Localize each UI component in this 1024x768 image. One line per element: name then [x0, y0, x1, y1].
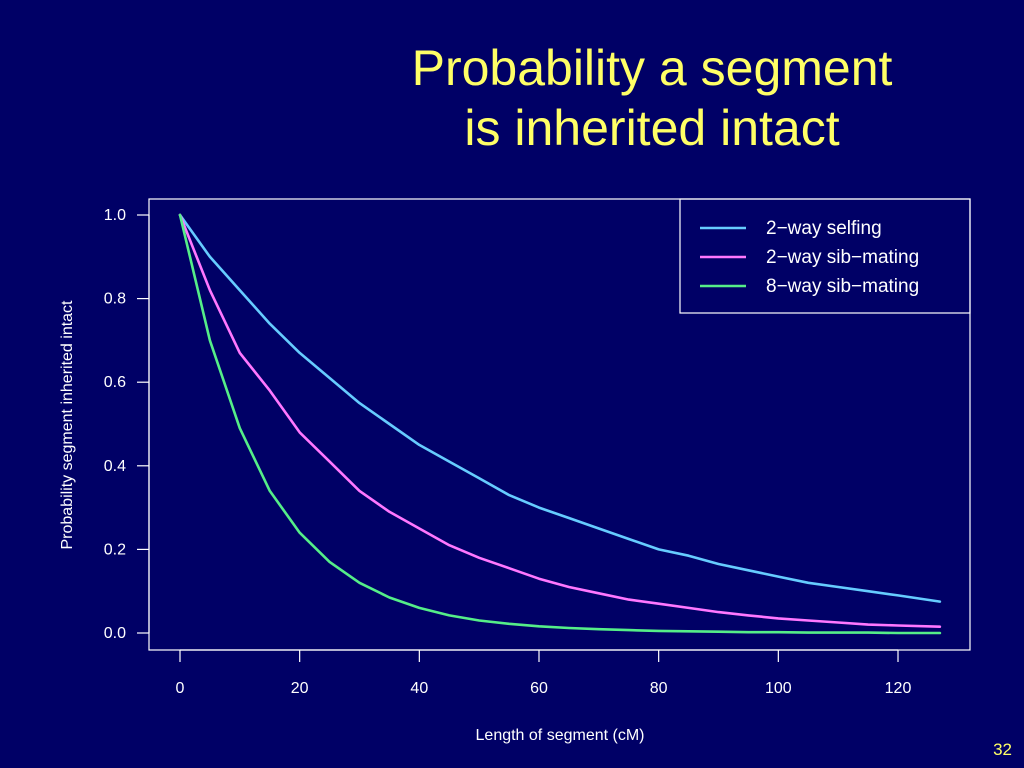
legend-item: 2−way sib−mating — [700, 247, 919, 268]
x-tick-label: 120 — [885, 680, 912, 697]
y-tick-label: 1.0 — [104, 207, 126, 224]
legend: 2−way selfing 2−way sib−mating 8−way sib−m… — [679, 198, 971, 314]
y-axis-label: Probability segment inherited intact — [59, 300, 76, 550]
x-tick-label: 0 — [176, 680, 185, 697]
series-line-2 — [178, 213, 942, 629]
y-tick-label: 0.2 — [104, 541, 126, 558]
legend-label: 8−way sib−mating — [766, 276, 919, 297]
x-tick-label: 100 — [765, 680, 792, 697]
legend-label: 2−way selfing — [766, 218, 882, 239]
legend-label: 2−way sib−mating — [766, 247, 919, 268]
slide-number: 32 — [993, 740, 1012, 759]
slide-title-line-1: Probability a segment — [411, 40, 893, 96]
y-tick-label: 0.8 — [104, 291, 126, 308]
x-tick-label: 60 — [530, 680, 548, 697]
y-axis: 0.0 0.2 0.4 0.6 0.8 1.0 — [104, 207, 150, 642]
x-tick-label: 80 — [650, 680, 668, 697]
y-tick-label: 0.4 — [104, 458, 126, 475]
legend-item: 8−way sib−mating — [700, 276, 919, 297]
legend-items: 2−way selfing 2−way sib−mating 8−way sib−m… — [700, 218, 919, 297]
x-tick-label: 40 — [410, 680, 428, 697]
legend-box — [679, 198, 971, 314]
y-tick-label: 0.6 — [104, 374, 126, 391]
x-axis: 0 20 40 60 80 100 120 — [176, 649, 912, 697]
slide-title-line-2: is inherited intact — [464, 100, 840, 156]
y-tick-label: 0.0 — [104, 625, 126, 642]
legend-item: 2−way selfing — [700, 218, 882, 239]
x-axis-label: Length of segment (cM) — [476, 727, 645, 744]
x-tick-label: 20 — [291, 680, 309, 697]
series-line-3 — [178, 213, 942, 635]
series-line-1 — [178, 213, 942, 603]
slide-title: Probability a segment is inherited intac… — [352, 38, 952, 158]
series-lines — [178, 213, 942, 635]
